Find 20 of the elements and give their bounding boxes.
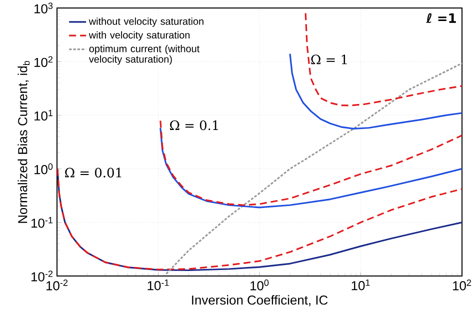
y-axis-title: Normalized Bias Current, id$_{b}$ <box>18 60 30 223</box>
y-tick-label: 10$^{-1}$ <box>31 217 53 228</box>
y-tick-label: 10$^{1}$ <box>34 110 53 121</box>
y-tick-label: 10$^{0}$ <box>34 163 53 174</box>
y-tick-label: 10$^{3}$ <box>34 2 53 14</box>
legend-label: with velocity saturation <box>88 31 190 41</box>
legend-label: without velocity saturation <box>88 18 204 27</box>
annotation: Ω = 1 <box>311 54 347 64</box>
x-tick-label: 10$^{2}$ <box>453 280 472 290</box>
annotation: Ω = 0.1 <box>170 120 218 130</box>
y-tick-label: 10$^{2}$ <box>34 56 53 67</box>
annotation: ℓ =1 <box>426 13 456 24</box>
x-tick-label: 10$^{1}$ <box>352 280 370 290</box>
y-tick-label: 10$^{-2}$ <box>31 270 53 282</box>
x-tick-label: 10$^{-1}$ <box>148 280 169 290</box>
x-tick-label: 10$^{-2}$ <box>46 280 68 290</box>
legend-label: optimum current (without velocity saturation) <box>88 44 200 65</box>
x-tick-label: 10$^{0}$ <box>250 280 269 290</box>
x-axis-title: Inversion Coefficient, IC <box>192 295 328 306</box>
annotation: Ω = 0.01 <box>65 168 122 178</box>
